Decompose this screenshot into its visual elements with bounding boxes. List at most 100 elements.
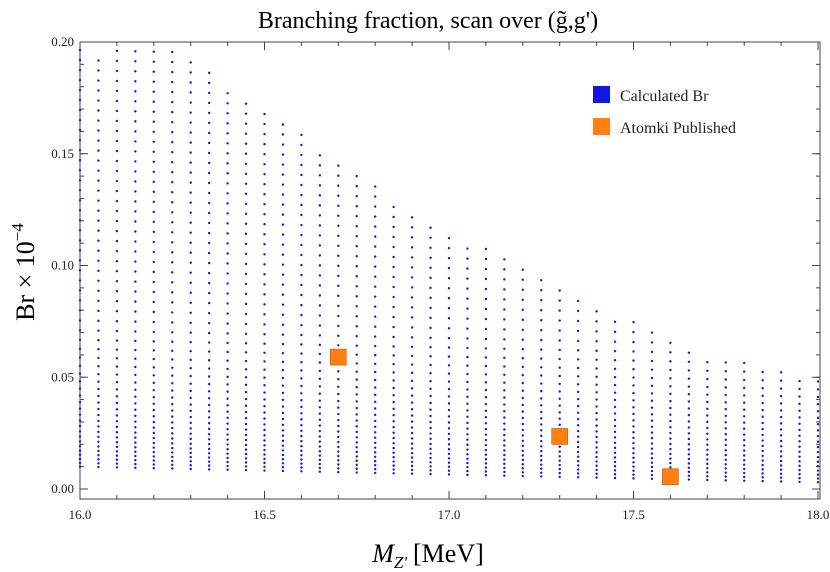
data-point xyxy=(724,471,727,474)
data-point xyxy=(115,169,119,173)
data-point xyxy=(97,365,100,368)
data-point xyxy=(798,395,801,398)
data-point xyxy=(466,409,469,412)
data-point xyxy=(134,436,137,439)
data-point xyxy=(447,380,451,383)
data-point xyxy=(687,360,691,363)
data-point xyxy=(78,269,82,272)
data-point xyxy=(171,467,174,470)
data-point xyxy=(374,441,377,444)
data-point xyxy=(392,460,395,463)
data-point xyxy=(226,397,229,400)
data-point xyxy=(706,360,709,364)
data-point xyxy=(613,456,617,459)
data-point xyxy=(189,261,192,264)
data-point xyxy=(337,470,340,474)
data-point xyxy=(171,311,174,314)
data-point xyxy=(558,450,561,453)
data-point xyxy=(337,334,340,338)
data-point xyxy=(97,249,100,252)
data-point xyxy=(466,287,469,290)
data-point xyxy=(152,240,155,244)
data-point xyxy=(374,353,377,357)
data-point xyxy=(207,201,211,205)
data-point xyxy=(558,475,561,479)
data-point xyxy=(97,99,100,102)
data-point xyxy=(134,160,137,163)
data-point xyxy=(503,338,506,341)
data-point xyxy=(503,347,506,350)
calculated-br-series xyxy=(78,48,820,484)
data-point xyxy=(392,205,395,209)
data-point xyxy=(171,349,174,353)
data-point xyxy=(281,411,285,415)
data-point xyxy=(355,430,358,434)
data-point xyxy=(429,306,432,310)
data-point xyxy=(429,437,432,441)
data-point xyxy=(97,89,100,92)
data-point xyxy=(244,433,248,437)
data-point xyxy=(226,222,229,225)
data-point xyxy=(134,402,137,405)
data-point xyxy=(207,181,211,185)
data-point xyxy=(189,111,192,114)
data-point xyxy=(447,432,451,436)
data-point xyxy=(115,289,119,293)
data-point xyxy=(540,278,543,282)
data-point xyxy=(226,142,229,145)
x-tick-label: 17.5 xyxy=(622,507,645,522)
data-point xyxy=(743,471,746,475)
data-point xyxy=(355,174,358,178)
data-point xyxy=(115,408,119,411)
data-point xyxy=(152,250,155,254)
data-point xyxy=(226,122,229,125)
data-point xyxy=(207,151,211,155)
data-point xyxy=(97,348,100,351)
data-point xyxy=(429,456,432,460)
data-point xyxy=(78,209,82,212)
data-point xyxy=(355,455,358,458)
data-point xyxy=(244,212,248,216)
data-point xyxy=(152,110,155,113)
data-point xyxy=(189,141,192,144)
data-point xyxy=(724,463,727,466)
data-point xyxy=(300,424,303,427)
data-point xyxy=(613,451,617,454)
data-point xyxy=(429,465,432,468)
data-point xyxy=(97,329,100,332)
data-point xyxy=(263,172,266,176)
data-point xyxy=(650,473,654,477)
data-point xyxy=(171,181,174,184)
x-axis-label-main: M xyxy=(371,539,395,568)
data-point xyxy=(134,408,137,411)
data-point xyxy=(152,160,155,164)
data-point xyxy=(171,426,174,430)
data-point xyxy=(300,293,303,297)
data-point xyxy=(300,243,303,247)
data-point xyxy=(429,363,432,367)
data-point xyxy=(97,219,100,222)
data-point xyxy=(115,209,119,213)
data-point xyxy=(134,180,137,183)
data-point xyxy=(263,203,266,206)
data-point xyxy=(134,414,137,418)
data-point xyxy=(595,424,598,427)
data-point xyxy=(152,340,155,343)
data-point xyxy=(300,418,303,421)
data-point xyxy=(410,266,414,269)
data-point xyxy=(484,457,488,461)
data-point xyxy=(207,331,211,335)
data-point xyxy=(115,320,119,323)
data-point xyxy=(189,61,192,64)
data-point xyxy=(281,293,285,296)
data-point xyxy=(115,329,119,333)
data-point xyxy=(503,396,506,399)
data-point xyxy=(115,300,119,303)
data-point xyxy=(78,440,82,443)
data-point xyxy=(761,387,764,390)
data-point xyxy=(743,408,746,411)
data-point xyxy=(410,276,414,279)
data-point xyxy=(115,445,119,449)
data-point xyxy=(78,299,82,302)
data-point xyxy=(650,368,654,371)
